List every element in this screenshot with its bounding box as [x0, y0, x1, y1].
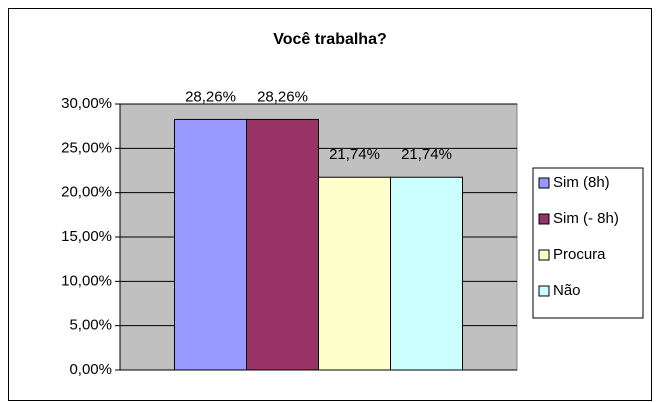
data-label: 28,26%: [185, 88, 236, 105]
y-tick-label: 10,00%: [61, 272, 112, 289]
data-label: 21,74%: [329, 146, 380, 163]
chart-title: Você trabalha?: [273, 31, 387, 48]
legend-box: [532, 167, 644, 319]
bar: [174, 118, 247, 371]
y-tick-label: 30,00%: [61, 95, 112, 112]
y-tick-label: 0,00%: [69, 361, 112, 378]
legend-label: Procura: [553, 246, 606, 263]
legend-swatch: [538, 213, 550, 225]
bar: [390, 176, 463, 371]
legend-label: Não: [553, 282, 581, 299]
legend-label: Sim (8h): [553, 174, 610, 191]
legend-swatch: [538, 285, 550, 297]
y-tick-label: 15,00%: [61, 228, 112, 245]
data-label: 21,74%: [401, 146, 452, 163]
legend-swatch: [538, 177, 550, 189]
bar: [318, 176, 391, 371]
data-label: 28,26%: [257, 88, 308, 105]
legend-label: Sim (- 8h): [553, 210, 619, 227]
legend-swatch: [538, 249, 550, 261]
y-tick-label: 25,00%: [61, 139, 112, 156]
bar: [246, 118, 319, 371]
y-tick-label: 5,00%: [69, 317, 112, 334]
y-tick-label: 20,00%: [61, 184, 112, 201]
